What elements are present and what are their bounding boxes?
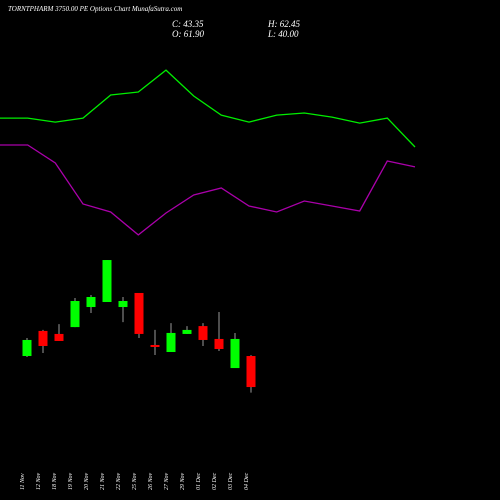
x-tick-label: 22 Nov bbox=[116, 472, 122, 490]
x-tick-label: 20 Nov bbox=[84, 472, 90, 490]
x-tick-label: 29 Nov bbox=[180, 472, 186, 490]
candle-body bbox=[230, 338, 240, 369]
chart-title: TORNTPHARM 3750.00 PE Options Chart Muna… bbox=[8, 5, 182, 13]
high-label: H: 62.45 bbox=[267, 19, 300, 29]
indicator-line bbox=[0, 69, 416, 148]
x-tick-label: 26 Nov bbox=[148, 472, 154, 490]
x-tick-label: 01 Dec bbox=[196, 473, 202, 490]
x-tick-label: 04 Dec bbox=[243, 473, 250, 490]
indicator-line bbox=[0, 144, 416, 236]
candle-body bbox=[134, 292, 144, 334]
candle-body bbox=[198, 326, 208, 340]
candle-body bbox=[150, 344, 160, 347]
x-tick-label: 03 Dec bbox=[228, 473, 234, 490]
candle-body bbox=[182, 329, 192, 334]
x-tick-label: 21 Nov bbox=[100, 472, 106, 490]
candle-body bbox=[70, 301, 80, 328]
candle-body bbox=[214, 338, 224, 349]
candle-body bbox=[54, 333, 64, 341]
x-tick-label: 18 Nov bbox=[52, 472, 58, 490]
candle-body bbox=[118, 301, 128, 308]
x-tick-label: 12 Nov bbox=[36, 472, 42, 490]
candle-body bbox=[38, 330, 48, 346]
x-tick-label: 11 Nov bbox=[20, 473, 26, 490]
candle-body bbox=[22, 339, 32, 357]
low-label: L: 40.00 bbox=[267, 29, 299, 39]
x-tick-label: 19 Nov bbox=[68, 472, 74, 490]
candle-body bbox=[246, 356, 256, 388]
x-tick-label: 25 Nov bbox=[132, 472, 138, 490]
candle-body bbox=[166, 332, 176, 353]
x-tick-label: 02 Dec bbox=[212, 473, 218, 490]
candle-body bbox=[86, 296, 96, 308]
open-label: O: 61.90 bbox=[172, 29, 204, 39]
close-label: C: 43.35 bbox=[172, 19, 204, 29]
candle-body bbox=[102, 260, 112, 303]
x-tick-label: 27 Nov bbox=[164, 472, 170, 490]
